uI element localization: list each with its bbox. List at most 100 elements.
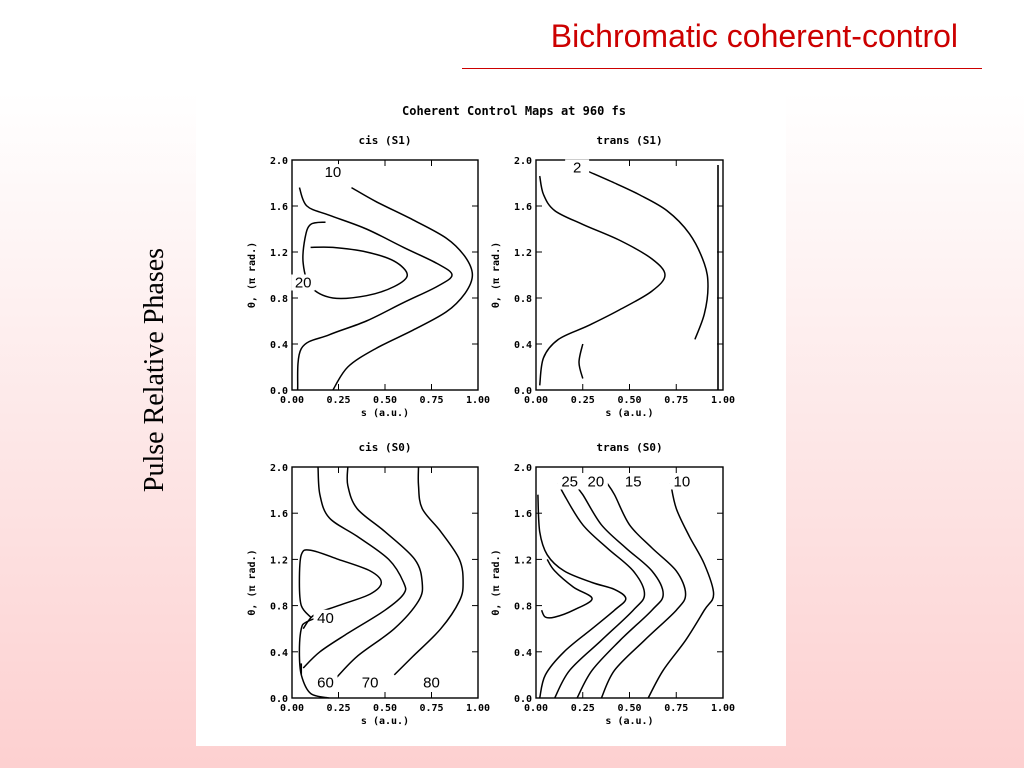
panel-2: trans (S1) 0.00 0.25 0.50 0.75 1.00 0.0 0.4 0.8 1… xyxy=(491,134,735,419)
contour-label: 20 xyxy=(587,473,604,490)
panel-1: cis (S1) 0.00 0.25 0.50 0.75 1.00 0.0 0.4 0.8 1.2… xyxy=(247,134,490,419)
contour-label: 25 xyxy=(561,473,578,490)
x-tick-label: 0.50 xyxy=(617,703,641,714)
contour-label-bg xyxy=(419,674,444,691)
contour-label: 20 xyxy=(295,275,312,292)
contour-label-bg xyxy=(313,674,338,691)
y-tick-label: 0.0 xyxy=(514,386,532,397)
slide-title: Bichromatic coherent-control xyxy=(550,18,958,54)
y-tick-label: 0.0 xyxy=(514,694,532,705)
y-tick-label: 1.2 xyxy=(270,248,288,259)
contour-label: 70 xyxy=(362,674,379,691)
contour-label-bg xyxy=(565,159,590,176)
contour-line xyxy=(647,483,715,699)
contour-line xyxy=(334,466,424,681)
contour-label-bg xyxy=(669,473,694,490)
contour-label: 60 xyxy=(317,674,334,691)
y-tick-label: 0.4 xyxy=(270,648,288,659)
y-tick-label: 0.8 xyxy=(514,602,532,613)
y-tick-label: 0.4 xyxy=(514,648,532,659)
x-tick-label: 0.50 xyxy=(617,395,641,406)
contour-label: 10 xyxy=(325,164,342,181)
y-tick-label: 2.0 xyxy=(270,156,288,167)
contour-label: 15 xyxy=(625,473,642,490)
title-divider xyxy=(462,68,982,69)
panel-title: trans (S0) xyxy=(596,441,662,454)
x-axis-label: s (a.u.) xyxy=(605,716,653,727)
panel-frame xyxy=(291,159,479,391)
panel-title: cis (S1) xyxy=(359,134,412,147)
y-tick-label: 0.0 xyxy=(270,694,288,705)
contour-label-bg xyxy=(313,609,338,626)
contour-line xyxy=(332,186,474,391)
x-tick-label: 0.00 xyxy=(280,395,304,406)
x-tick-label: 0.25 xyxy=(571,395,595,406)
x-tick-label: 0.00 xyxy=(280,703,304,714)
x-tick-label: 0.00 xyxy=(524,703,548,714)
y-tick-label: 2.0 xyxy=(270,463,288,474)
y-tick-label: 0.0 xyxy=(270,386,288,397)
panel-frame xyxy=(535,466,724,699)
panel-frame xyxy=(535,159,724,391)
y-tick-label: 2.0 xyxy=(514,463,532,474)
y-tick-label: 0.4 xyxy=(514,340,532,351)
contour-label: 80 xyxy=(423,674,440,691)
contour-line xyxy=(572,482,664,699)
x-tick-label: 0.00 xyxy=(524,395,548,406)
y-tick-label: 1.6 xyxy=(514,509,532,520)
x-tick-label: 1.00 xyxy=(711,703,735,714)
contour-label: 40 xyxy=(317,610,334,627)
x-tick-label: 1.00 xyxy=(466,703,490,714)
y-tick-label: 0.8 xyxy=(514,294,532,305)
panel-title: cis (S0) xyxy=(359,441,412,454)
contour-label-bg xyxy=(291,274,316,291)
contour-label-bg xyxy=(621,473,646,490)
contour-label-bg xyxy=(320,164,345,181)
y-tick-label: 1.2 xyxy=(270,555,288,566)
panel-4: trans (S0) 0.00 0.25 0.50 0.75 1.00 0.0 0.4 0.8 1… xyxy=(491,441,735,727)
x-tick-label: 0.75 xyxy=(664,395,688,406)
y-tick-label: 2.0 xyxy=(514,156,532,167)
x-tick-label: 0.75 xyxy=(664,703,688,714)
y-tick-label: 0.8 xyxy=(270,294,288,305)
x-tick-label: 0.25 xyxy=(326,395,350,406)
x-tick-label: 0.50 xyxy=(373,703,397,714)
figure-title: Coherent Control Maps at 960 fs xyxy=(402,104,626,118)
contour-line xyxy=(296,187,453,391)
contour-line xyxy=(298,549,383,630)
contour-line xyxy=(538,175,666,386)
y-tick-label: 0.4 xyxy=(270,340,288,351)
x-axis-label: s (a.u.) xyxy=(361,716,409,727)
contour-label-bg xyxy=(557,473,582,490)
x-tick-label: 0.25 xyxy=(326,703,350,714)
panel-title: trans (S1) xyxy=(596,134,662,147)
x-tick-label: 0.75 xyxy=(419,703,443,714)
x-tick-label: 1.00 xyxy=(466,395,490,406)
y-axis-label: θ, (π rad.) xyxy=(491,549,502,615)
contour-label-bg xyxy=(358,674,383,691)
y-tick-label: 1.6 xyxy=(270,509,288,520)
panel-3: cis (S0) 0.00 0.25 0.50 0.75 1.00 0.0 0.4 0.8 1.2… xyxy=(247,441,490,727)
contour-maps: Coherent Control Maps at 960 fs cis (S1) 0… xyxy=(247,104,735,727)
contour-line xyxy=(540,558,593,619)
y-axis-label: θ, (π rad.) xyxy=(247,242,258,308)
x-tick-label: 0.75 xyxy=(419,395,443,406)
contour-line xyxy=(588,170,709,340)
x-tick-label: 1.00 xyxy=(711,395,735,406)
contour-line xyxy=(302,466,407,669)
y-tick-label: 1.2 xyxy=(514,555,532,566)
contour-line xyxy=(537,494,627,699)
x-tick-label: 0.50 xyxy=(373,395,397,406)
contour-label-bg xyxy=(583,473,608,490)
y-tick-label: 1.6 xyxy=(270,202,288,213)
contour-line xyxy=(600,482,687,699)
contour-label: 2 xyxy=(573,160,581,177)
contour-label: 10 xyxy=(674,473,691,490)
contour-line xyxy=(302,221,409,300)
panel-frame xyxy=(291,466,479,699)
y-tick-label: 0.8 xyxy=(270,602,288,613)
contour-line xyxy=(393,466,464,676)
side-label: Pulse Relative Phases xyxy=(139,247,170,493)
contour-figure: Coherent Control Maps at 960 fs cis (S1) 0… xyxy=(196,90,786,746)
x-axis-label: s (a.u.) xyxy=(361,408,409,419)
